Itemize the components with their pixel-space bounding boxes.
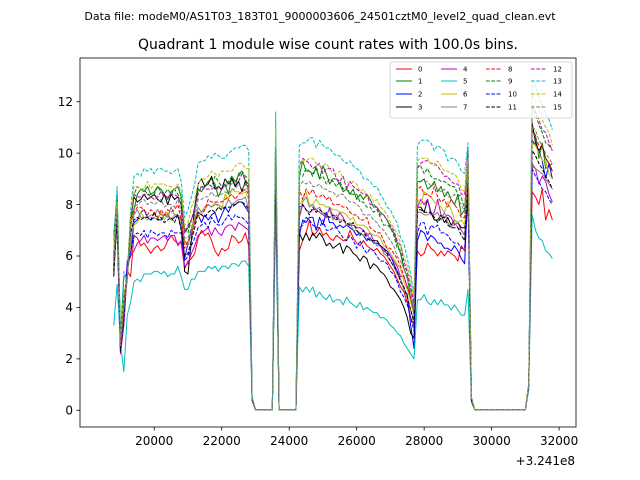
x-tick-label: 24000: [270, 434, 308, 448]
x-tick-label: 30000: [473, 434, 511, 448]
legend-label-13: 13: [553, 78, 562, 86]
legend-label-9: 9: [508, 78, 512, 86]
chart-title: Quadrant 1 module wise count rates with …: [138, 37, 518, 53]
data-file-header: Data file: modeM0/AS1T03_183T01_90000036…: [84, 10, 556, 23]
legend-label-12: 12: [553, 66, 562, 74]
y-tick-label: 0: [65, 403, 73, 417]
legend-label-8: 8: [508, 66, 512, 74]
plot-area: [80, 58, 576, 427]
x-tick-label: 28000: [405, 434, 443, 448]
series-line-10: [113, 168, 553, 411]
y-tick-label: 4: [65, 301, 73, 315]
tick-layer: 20000 22000 24000 26000 28000 30000 32000 0 2 4 6 8…: [58, 95, 579, 448]
legend-label-2: 2: [418, 91, 422, 99]
y-tick-label: 6: [65, 249, 73, 263]
legend-label-0: 0: [418, 66, 422, 74]
series-line-14: [113, 93, 553, 411]
y-tick-label: 8: [65, 198, 73, 212]
plot-frame: [79, 57, 577, 428]
legend-label-14: 14: [553, 91, 562, 99]
x-tick-label: 20000: [135, 434, 173, 448]
legend-label-10: 10: [508, 91, 517, 99]
series-layer: [113, 78, 553, 411]
y-tick-label: 12: [58, 95, 73, 109]
x-tick-label: 26000: [338, 434, 376, 448]
legend-label-6: 6: [463, 91, 468, 99]
legend-frame: [389, 61, 573, 119]
x-tick-label: 22000: [203, 434, 241, 448]
legend-label-3: 3: [418, 104, 422, 112]
legend-label-1: 1: [418, 78, 422, 86]
x-tick-label: 32000: [540, 434, 578, 448]
legend-label-11: 11: [508, 104, 517, 112]
legend-label-4: 4: [463, 66, 468, 74]
legend-label-7: 7: [463, 104, 467, 112]
y-tick-label: 10: [58, 146, 73, 160]
y-tick-label: 2: [65, 352, 73, 366]
legend-label-5: 5: [463, 78, 467, 86]
x-offset-label: +3.241e8: [516, 454, 575, 468]
legend-label-15: 15: [553, 104, 562, 112]
